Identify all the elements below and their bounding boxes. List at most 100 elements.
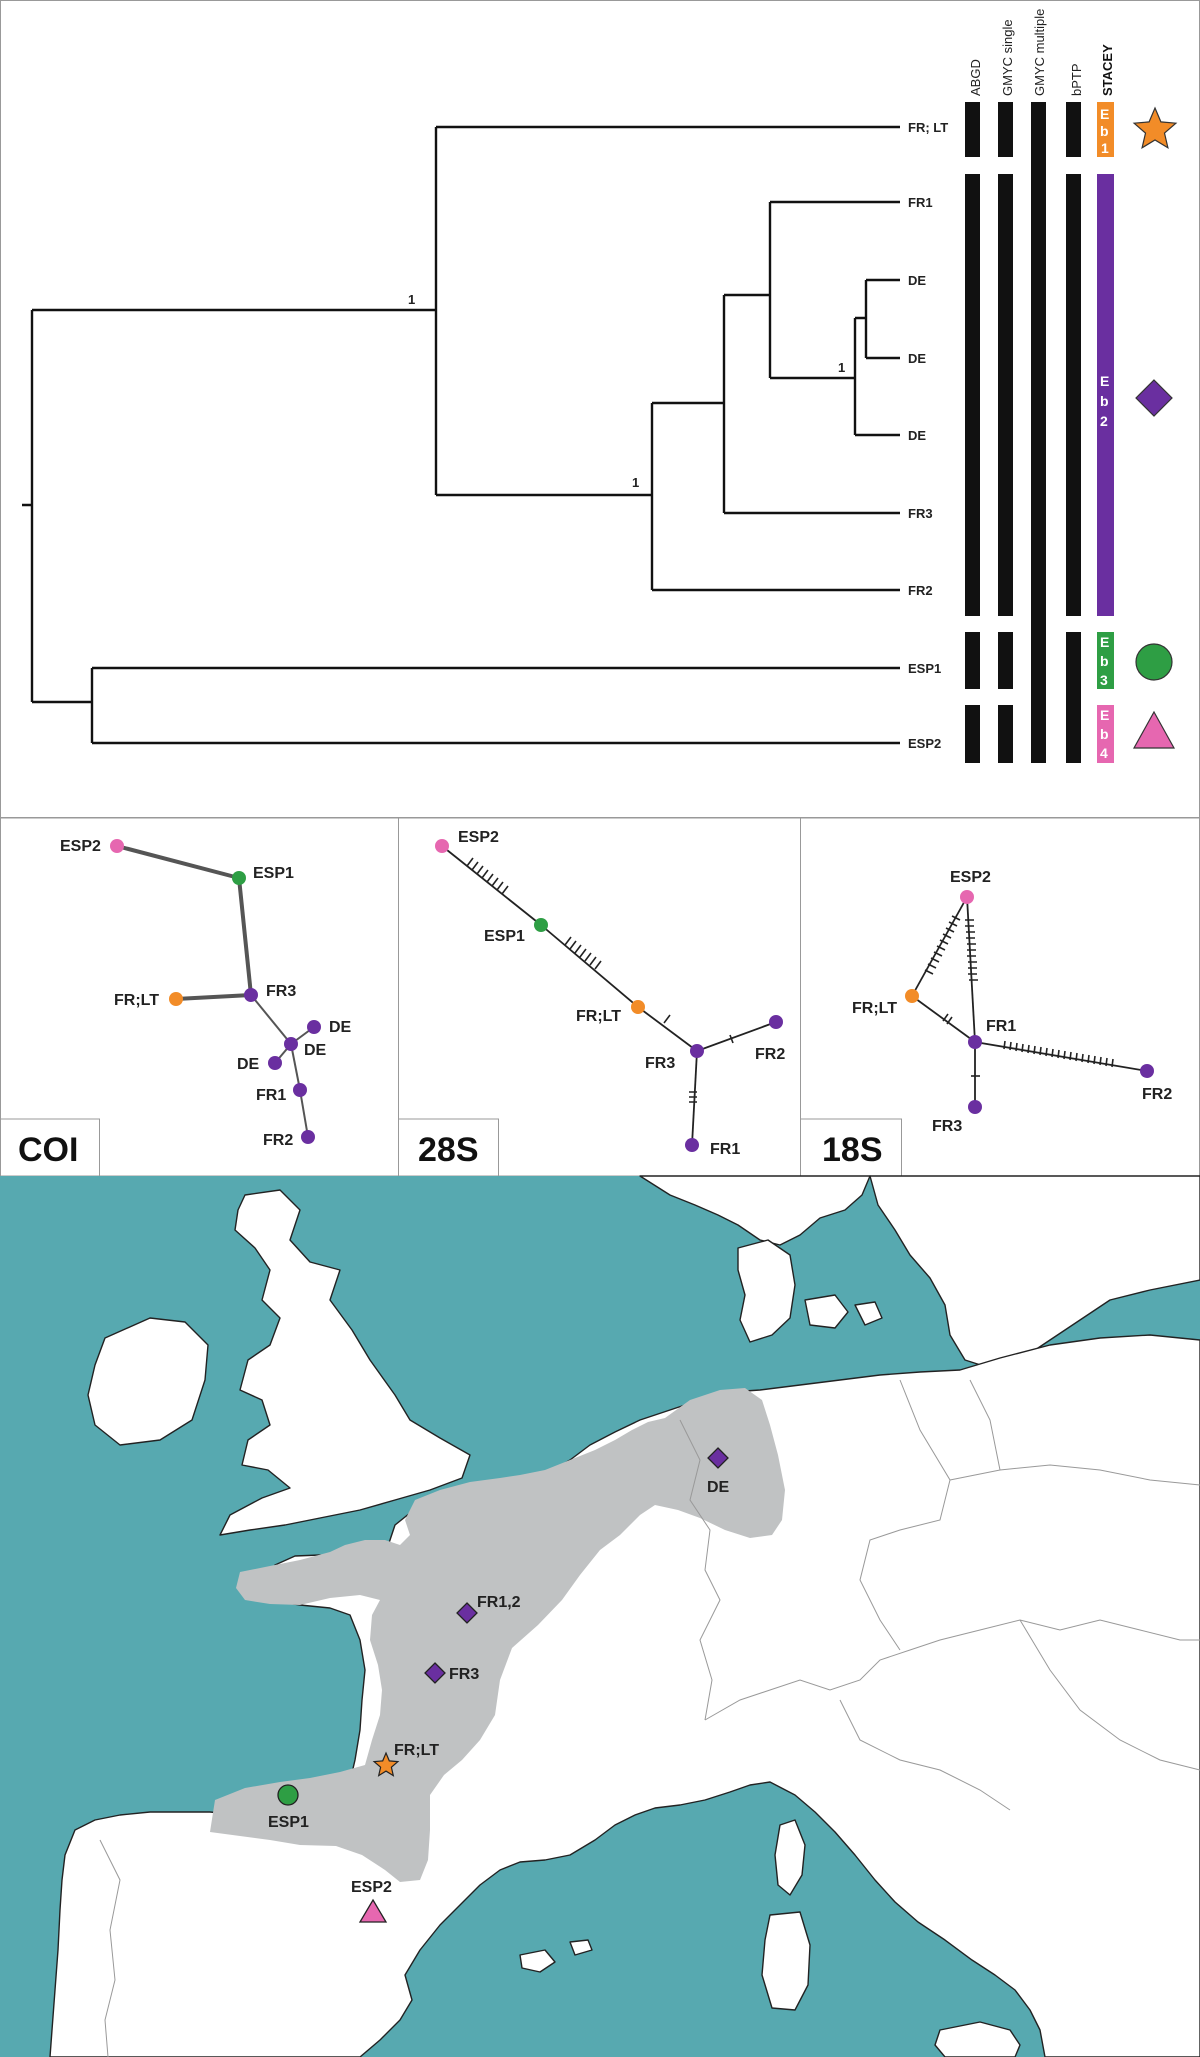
tip-label: ESP2 — [908, 736, 941, 751]
gmyc-single-bar — [998, 632, 1013, 689]
haplotype-node — [268, 1056, 282, 1070]
haplotype-node — [534, 918, 548, 932]
node-label: ESP1 — [253, 865, 294, 882]
tree-branches — [22, 125, 900, 745]
map-label: ESP2 — [351, 1879, 392, 1896]
star-icon — [1132, 106, 1178, 150]
support-value: 1 — [408, 292, 415, 307]
diamond-icon — [1135, 379, 1173, 417]
18s-network: ESP2 FR;LT FR1 FR2 FR3 18S — [800, 869, 1172, 1177]
node-label: FR;LT — [576, 1008, 621, 1025]
method-label: GMYC single — [1000, 19, 1015, 96]
norway — [639, 1175, 871, 1246]
node-label: FR1 — [710, 1141, 740, 1158]
panel-title: 28S — [418, 1131, 479, 1169]
balearic — [519, 1939, 593, 1973]
sardinia — [761, 1911, 811, 2011]
tip-label: FR1 — [908, 195, 933, 210]
land — [49, 1175, 1200, 2057]
panel-title-box — [800, 1118, 902, 1177]
support-value: 1 — [838, 360, 845, 375]
species-letter: E — [1100, 106, 1109, 122]
abgd-bar — [965, 102, 980, 157]
node-label: ESP2 — [950, 869, 991, 886]
node-label: FR;LT — [114, 992, 159, 1009]
node-label: FR3 — [645, 1055, 675, 1072]
map-diamond-fr12 — [456, 1602, 478, 1624]
circle-icon — [1135, 643, 1173, 681]
haplotype-node — [905, 989, 919, 1003]
haplotype-node — [244, 988, 258, 1002]
sicily — [934, 2021, 1021, 2057]
denmark — [737, 1239, 796, 1343]
great-britain — [219, 1189, 471, 1536]
danish-islands — [804, 1294, 883, 1329]
map-panel: DE FR1,2 FR3 FR;LT ESP1 ESP2 — [0, 1175, 1200, 2057]
map-star-frlt — [372, 1751, 400, 1777]
node-label: FR2 — [263, 1132, 293, 1149]
node-label: FR3 — [266, 983, 296, 1000]
node-label: DE — [237, 1056, 260, 1073]
panel-title-box — [398, 1118, 499, 1177]
abgd-bar — [965, 705, 980, 763]
panel-title: COI — [18, 1131, 78, 1169]
species-letter: 2 — [1100, 413, 1108, 429]
bptp-bar — [1066, 174, 1081, 616]
node-label: FR;LT — [852, 1000, 897, 1017]
tip-label: FR3 — [908, 506, 933, 521]
map-label: FR;LT — [394, 1742, 439, 1759]
haplotype-node — [110, 839, 124, 853]
tip-label: ESP1 — [908, 661, 941, 676]
bptp-bar — [1066, 632, 1081, 763]
species-letter: b — [1100, 123, 1109, 139]
node-label: ESP2 — [458, 829, 499, 846]
method-label: GMYC multiple — [1032, 9, 1047, 96]
node-label: FR1 — [256, 1087, 286, 1104]
species-letter: 3 — [1100, 672, 1108, 688]
haplotype-node — [1140, 1064, 1154, 1078]
map-label: DE — [707, 1479, 730, 1496]
haplotype-node — [232, 871, 246, 885]
stacey-bars: E b 1 E b 2 E b 3 E b 4 — [1097, 102, 1114, 763]
map-triangle-esp2 — [358, 1898, 388, 1923]
node-label: ESP2 — [60, 838, 101, 855]
abgd-bar — [965, 632, 980, 689]
corsica — [774, 1819, 806, 1896]
map-diamond-fr3 — [424, 1662, 446, 1684]
map-label: FR3 — [449, 1666, 479, 1683]
stacey-bar-eb3 — [1097, 632, 1114, 689]
map-label: ESP1 — [268, 1814, 309, 1831]
borders — [99, 1379, 1200, 2057]
node-label: FR1 — [986, 1018, 1016, 1035]
species-letter: b — [1100, 653, 1109, 669]
species-letter: b — [1100, 726, 1109, 742]
map-label: FR1,2 — [477, 1594, 521, 1611]
haplotype-node — [769, 1015, 783, 1029]
tip-label: FR2 — [908, 583, 933, 598]
species-letter: 4 — [1100, 745, 1108, 761]
map-circle-esp1 — [277, 1784, 299, 1806]
continent — [49, 1334, 1200, 2057]
panel-title: 18S — [822, 1131, 883, 1169]
haplotype-node — [960, 890, 974, 904]
network-panel-border — [398, 817, 801, 1177]
species-letter: E — [1100, 707, 1109, 723]
method-label: ABGD — [968, 59, 983, 96]
tip-label: DE — [908, 351, 926, 366]
haplotype-node — [307, 1020, 321, 1034]
node-label: DE — [304, 1042, 327, 1059]
species-letter: E — [1100, 634, 1109, 650]
tip-label: DE — [908, 428, 926, 443]
haplotype-node — [293, 1083, 307, 1097]
haplotype-node — [169, 992, 183, 1006]
method-headers: ABGD GMYC single GMYC multiple bPTP STAC… — [968, 9, 1115, 96]
species-letter: 1 — [1101, 140, 1109, 156]
abgd-bar — [965, 174, 980, 616]
support-value: 1 — [632, 475, 639, 490]
tip-label: FR; LT — [908, 120, 948, 135]
network-panels: ESP2 ESP1 FR;LT FR3 DE DE DE FR1 FR2 COI — [0, 817, 1200, 1177]
species-letter: b — [1100, 393, 1109, 409]
method-label: STACEY — [1100, 44, 1115, 96]
haplotype-node — [968, 1100, 982, 1114]
